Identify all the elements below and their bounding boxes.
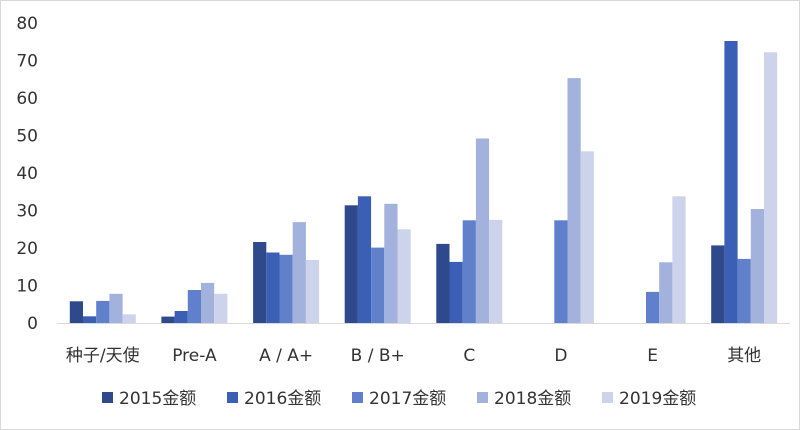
- bar-5-2: [214, 293, 228, 324]
- y-tick-label: 70: [16, 52, 38, 72]
- bar-4-8: [750, 209, 764, 323]
- bar-2-1: [83, 316, 97, 324]
- bar-4-2: [201, 282, 215, 323]
- legend-swatch: [227, 392, 238, 403]
- legend-swatch: [352, 392, 363, 403]
- bar-5-3: [305, 260, 320, 323]
- legend-swatch: [602, 392, 613, 403]
- bar-2-3: [266, 252, 280, 323]
- legend-label: 2018金额: [494, 389, 571, 409]
- bar-5-5: [489, 219, 503, 323]
- x-category-label: C: [463, 346, 475, 366]
- x-category-label: 其他: [727, 346, 761, 366]
- y-tick-label: 30: [16, 202, 38, 222]
- bar-1-8: [711, 245, 725, 323]
- bar-2-5: [449, 261, 463, 323]
- bar-3-2: [187, 290, 201, 323]
- bar-3-3: [279, 254, 293, 324]
- bar-1-3: [253, 242, 267, 323]
- bar-2-2: [174, 311, 188, 323]
- bar-5-8: [764, 52, 778, 324]
- bar-4-3: [292, 222, 306, 323]
- x-category-label: 种子/天使: [66, 345, 140, 366]
- bar-4-1: [109, 293, 123, 324]
- legend-label: 2019金额: [619, 389, 696, 409]
- bar-3-8: [737, 258, 751, 323]
- bar-1-4: [344, 205, 358, 324]
- x-category-label: A / A+: [259, 346, 313, 366]
- y-tick-label: 80: [16, 14, 38, 34]
- x-category-label: D: [554, 346, 567, 366]
- bar-1-5: [436, 243, 450, 323]
- bar-3-7: [646, 291, 660, 323]
- bar-3-4: [371, 247, 385, 323]
- bar-3-1: [96, 300, 110, 323]
- legend-swatch: [477, 392, 488, 403]
- bar-5-1: [122, 314, 136, 323]
- x-category-label: Pre-A: [172, 346, 217, 366]
- legend-label: 2016金额: [244, 389, 321, 409]
- bar-3-5: [462, 220, 476, 324]
- bar-5-4: [397, 229, 411, 324]
- bar-1-2: [161, 316, 175, 323]
- bar-4-4: [384, 203, 398, 324]
- y-tick-label: 60: [16, 89, 38, 109]
- x-category-label: B / B+: [351, 346, 405, 366]
- bar-4-5: [475, 138, 490, 323]
- legend-swatch: [102, 392, 113, 403]
- bar-3-6: [554, 220, 568, 324]
- y-tick-label: 0: [27, 314, 38, 334]
- bar-4-6: [567, 78, 581, 323]
- y-tick-label: 10: [16, 277, 38, 297]
- bar-2-4: [357, 196, 372, 324]
- bar-5-7: [672, 196, 686, 324]
- bar-5-6: [580, 151, 594, 324]
- bar-2-8: [724, 41, 738, 323]
- y-tick-label: 20: [16, 239, 38, 259]
- x-category-label: E: [647, 346, 658, 366]
- bar-4-7: [659, 262, 673, 324]
- y-tick-label: 40: [16, 164, 38, 184]
- legend-label: 2017金额: [369, 389, 446, 409]
- legend-label: 2015金额: [119, 389, 196, 409]
- y-tick-label: 50: [16, 127, 38, 147]
- bar-1-1: [69, 301, 83, 324]
